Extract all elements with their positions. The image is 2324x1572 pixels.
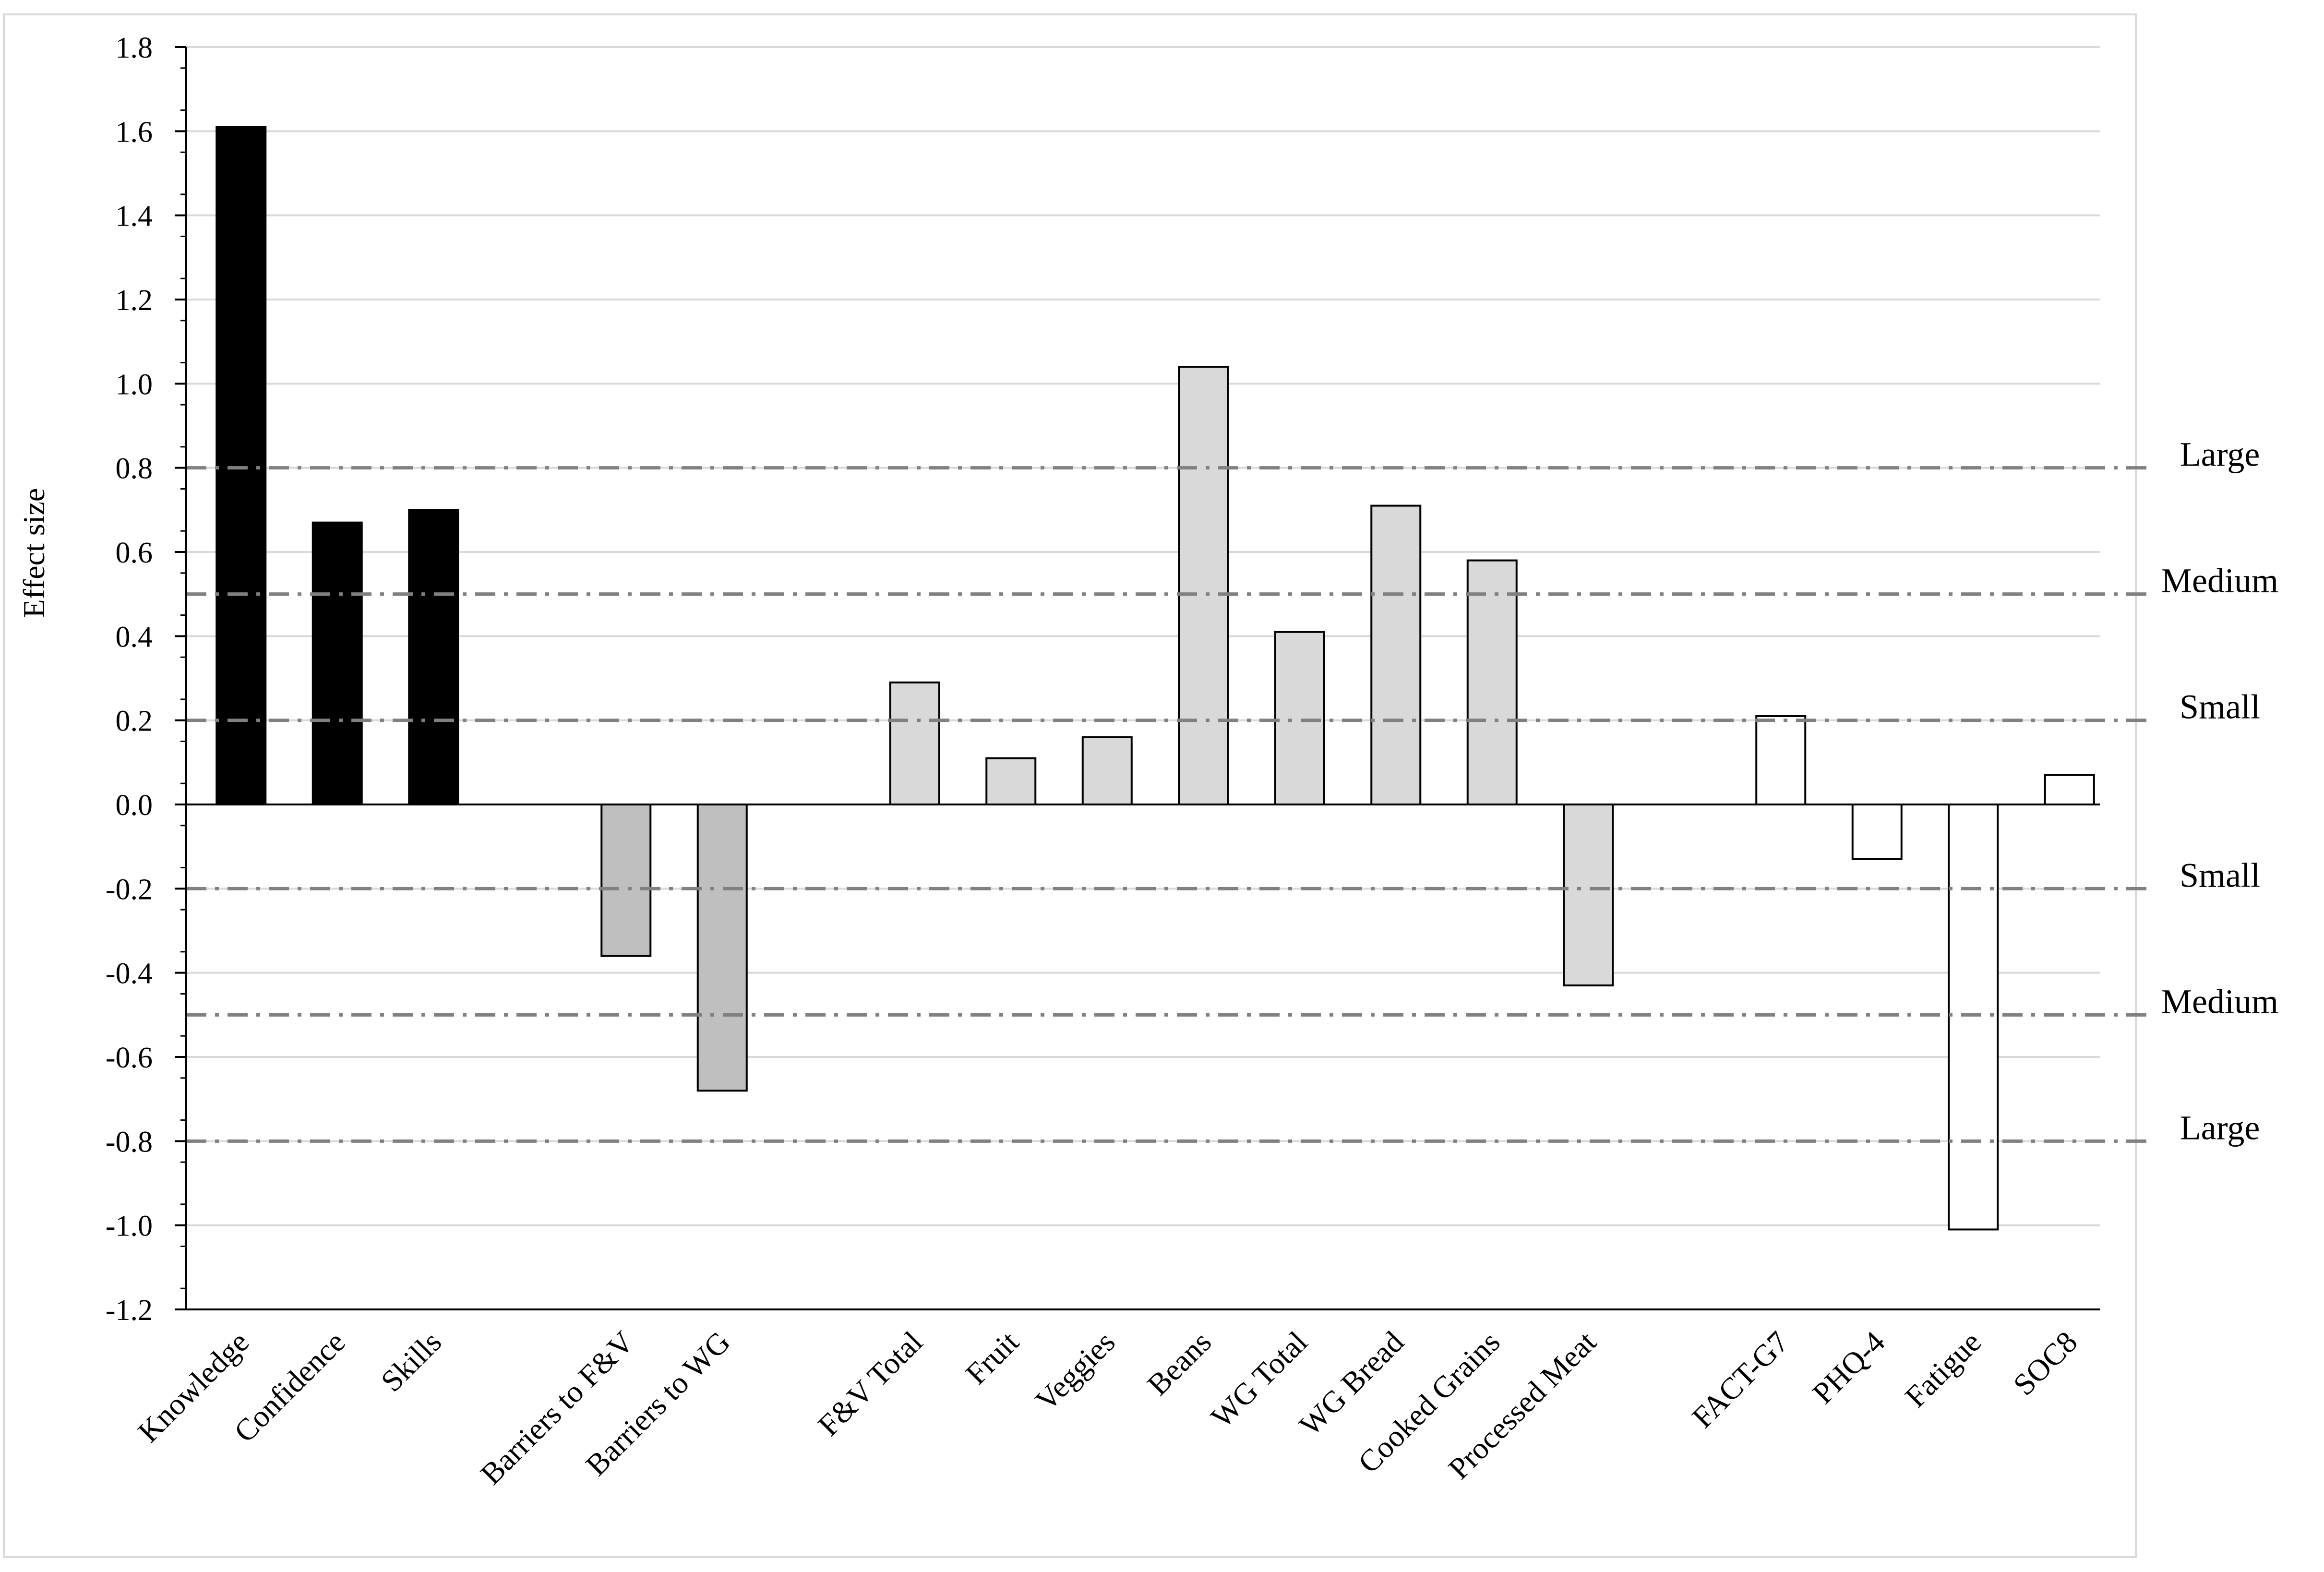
x-tick-label: SOC8 xyxy=(2007,1325,2084,1402)
bar-fatigue xyxy=(1948,804,1999,1231)
bar-fruit xyxy=(985,757,1037,805)
y-tick-label: 0.4 xyxy=(116,621,153,653)
gridlines xyxy=(186,46,2100,1310)
x-tick-label: FACT-G7 xyxy=(1685,1325,1795,1435)
bar-barriers-to-wg xyxy=(696,804,748,1092)
bar-knowledge xyxy=(216,126,267,806)
x-tick-label: Veggies xyxy=(1029,1325,1121,1417)
y-tick-label: 1.0 xyxy=(116,368,153,401)
y-tick-label: 0.0 xyxy=(116,789,153,822)
y-axis-title: Effect size xyxy=(17,488,51,618)
threshold-label: Large xyxy=(2180,435,2260,474)
bars xyxy=(216,126,2095,1231)
bar-skills xyxy=(408,509,459,806)
bar-phq-4 xyxy=(1851,804,1903,860)
y-tick-label: 0.6 xyxy=(116,537,153,569)
y-tick-label: -1.0 xyxy=(106,1210,153,1243)
bar-beans xyxy=(1178,366,1229,805)
bar-confidence xyxy=(311,521,363,805)
y-tick-label: 1.4 xyxy=(116,200,153,233)
y-tick-label: 1.2 xyxy=(116,284,153,317)
chart-frame xyxy=(3,13,2137,1558)
y-tick-label: -0.2 xyxy=(106,873,153,906)
bar-barriers-to-f-v xyxy=(600,804,652,957)
x-tick-label: PHQ-4 xyxy=(1806,1325,1891,1410)
y-tick-label: -0.4 xyxy=(106,958,153,990)
threshold-label: Small xyxy=(2180,688,2260,726)
threshold-label: Medium xyxy=(2161,562,2278,600)
x-tick-label: F&V Total xyxy=(811,1325,929,1442)
y-axis: 1.8 1.6 1.4 1.2 1.0 0.8 0.6 0.4 0.2 0.0 -0.2 -0.4 -0… xyxy=(106,32,2100,1327)
threshold-lines: Large Medium Small Small Medium Large xyxy=(186,435,2278,1147)
y-tick-label: -1.2 xyxy=(106,1294,153,1327)
y-tick-label: 1.8 xyxy=(116,32,153,64)
y-tick-label: 0.8 xyxy=(116,453,153,485)
y-tick-label: -0.6 xyxy=(106,1042,153,1074)
y-tick-label: 0.2 xyxy=(116,705,153,738)
y-tick-label: -0.8 xyxy=(106,1126,153,1158)
bar-wg-total xyxy=(1274,631,1325,805)
x-tick-label: Fruit xyxy=(959,1325,1025,1391)
bar-wg-bread xyxy=(1370,504,1422,805)
bar-veggies xyxy=(1081,736,1133,805)
bar-f-v-total xyxy=(889,681,940,806)
threshold-label: Large xyxy=(2180,1108,2260,1147)
bar-processed-meat xyxy=(1563,804,1614,986)
y-tick-label: 1.6 xyxy=(116,116,153,148)
x-tick-label: Skills xyxy=(374,1325,448,1398)
x-tick-label: Beans xyxy=(1140,1325,1218,1402)
bar-cooked-grains xyxy=(1466,559,1518,805)
threshold-label: Small xyxy=(2180,856,2260,894)
bar-fact-g7 xyxy=(1755,715,1807,806)
threshold-label: Medium xyxy=(2161,982,2278,1020)
x-tick-label: Fatigue xyxy=(1898,1325,1988,1414)
bar-soc8 xyxy=(2044,774,2095,805)
